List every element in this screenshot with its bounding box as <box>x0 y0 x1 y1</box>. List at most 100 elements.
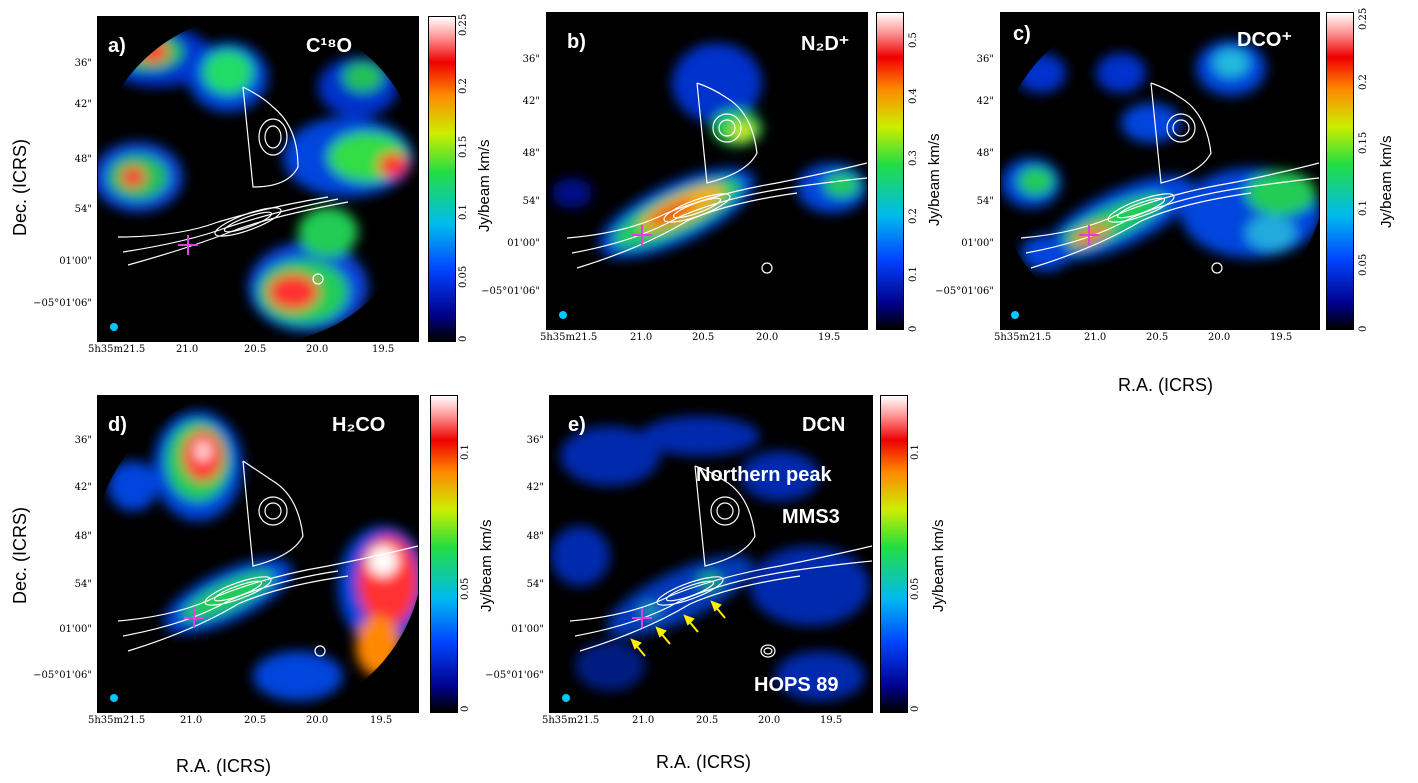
ra-tick: 21.0 <box>176 344 199 355</box>
colorbar-tick: 0.05 <box>910 577 921 600</box>
dec-tick: −05°01'06" <box>33 298 92 309</box>
dec-tick: 36" <box>522 54 540 65</box>
dec-tick: 42" <box>522 96 540 107</box>
dec-tick: 54" <box>522 196 540 207</box>
dec-tick: 54" <box>74 204 92 215</box>
panel-label-d: d) <box>108 414 127 436</box>
ra-tick: 20.5 <box>696 715 719 726</box>
dec-tick: −05°01'06" <box>481 286 540 297</box>
dec-tick: −05°01'06" <box>485 670 544 681</box>
colorbar-a <box>428 16 456 342</box>
ra-axis-title: R.A. (ICRS) <box>176 756 272 776</box>
molecule-label-a: C¹⁸O <box>306 35 353 57</box>
colorbar-tick: 0.25 <box>458 13 469 36</box>
colorbar-d <box>430 395 458 713</box>
colorbar-tick: 0.2 <box>458 78 469 94</box>
dec-tick: 36" <box>74 58 92 69</box>
emission-map-d <box>98 396 418 712</box>
colorbar-tick: 0 <box>908 325 919 332</box>
colorbar-tick: 0.1 <box>458 204 469 220</box>
dec-tick: 01'00" <box>511 624 544 635</box>
emission-map-e <box>550 396 872 712</box>
beam-icon-a <box>110 323 118 331</box>
protostar-marker-c <box>1079 225 1099 245</box>
molecule-label-e: DCN <box>802 414 846 436</box>
dec-tick: 48" <box>74 531 92 542</box>
dec-tick: 54" <box>976 196 994 207</box>
panel-label-a: a) <box>108 35 126 57</box>
beam-icon-c <box>1011 311 1019 319</box>
yellow-arrows <box>630 600 726 657</box>
ra-tick: 20.0 <box>756 332 779 343</box>
dec-tick: 42" <box>976 96 994 107</box>
colorbar-tick: 0 <box>460 705 471 712</box>
dec-tick: 48" <box>74 154 92 165</box>
map-panel-c: c) DCO⁺ <box>1000 12 1320 330</box>
dec-tick: 36" <box>74 435 92 446</box>
dec-tick: 01'00" <box>59 256 92 267</box>
dec-tick: 42" <box>526 482 544 493</box>
panel-label-e: e) <box>568 414 586 436</box>
dec-tick: 36" <box>976 54 994 65</box>
colorbar-tick: 0.4 <box>908 88 919 104</box>
map-panel-a: a) C¹⁸O <box>97 16 419 342</box>
molecule-label-c: DCO⁺ <box>1237 29 1292 51</box>
ra-tick: 5h35m21.5 <box>540 332 598 343</box>
dec-tick: 42" <box>74 482 92 493</box>
ra-tick: 19.5 <box>372 344 395 355</box>
ra-tick: 20.0 <box>758 715 781 726</box>
panel-label-b: b) <box>567 31 586 53</box>
colorbar-tick: 0.1 <box>1358 200 1369 216</box>
molecule-label-b: N₂D⁺ <box>801 33 850 55</box>
ra-tick: 5h35m21.5 <box>994 332 1052 343</box>
dec-tick: −05°01'06" <box>935 286 994 297</box>
ra-axis-title: R.A. (ICRS) <box>656 752 752 772</box>
ra-tick: 19.5 <box>820 715 843 726</box>
dec-tick: 01'00" <box>961 238 994 249</box>
colorbar-tick: 0 <box>1358 325 1369 332</box>
ra-tick: 21.0 <box>630 332 653 343</box>
dec-axis-title: Dec. (ICRS) <box>10 506 30 604</box>
panel-label-c: c) <box>1013 23 1031 45</box>
dec-tick: −05°01'06" <box>33 670 92 681</box>
ra-tick: 20.5 <box>244 344 267 355</box>
colorbar-tick: 0.15 <box>1358 131 1369 154</box>
colorbar-tick: 0.2 <box>1358 74 1369 90</box>
protostar-marker-e <box>632 608 652 628</box>
beam-icon-e <box>562 694 570 702</box>
colorbar-unit: Jy/beam km/s <box>1378 135 1395 228</box>
emission-map-b <box>547 13 867 329</box>
ra-tick: 5h35m21.5 <box>542 715 600 726</box>
annotation-northern-peak: Northern peak <box>696 464 832 486</box>
colorbar-tick: 0 <box>910 705 921 712</box>
dec-tick: 01'00" <box>59 624 92 635</box>
ra-tick: 19.5 <box>818 332 841 343</box>
dec-tick: 42" <box>74 99 92 110</box>
map-panel-b: b) N₂D⁺ <box>546 12 868 330</box>
colorbar-tick: 0.5 <box>908 32 919 48</box>
beam-icon-b <box>559 311 567 319</box>
dec-axis-title: Dec. (ICRS) <box>10 138 30 236</box>
dec-tick: 48" <box>522 148 540 159</box>
dec-tick: 54" <box>74 579 92 590</box>
ra-tick: 20.0 <box>306 715 329 726</box>
ra-tick: 21.0 <box>632 715 655 726</box>
ra-axis-title: R.A. (ICRS) <box>1118 375 1214 395</box>
dec-tick: 48" <box>526 531 544 542</box>
ra-tick: 20.0 <box>1208 332 1231 343</box>
colorbar-tick: 0.25 <box>1358 7 1369 30</box>
dec-tick: 54" <box>526 579 544 590</box>
colorbar-tick: 0.3 <box>908 150 919 166</box>
ra-tick: 20.5 <box>244 715 267 726</box>
colorbar-tick: 0.1 <box>460 444 471 460</box>
ra-tick: 20.0 <box>306 344 329 355</box>
ra-tick: 5h35m21.5 <box>88 715 146 726</box>
annotation-mms3: MMS3 <box>782 506 840 528</box>
colorbar-tick: 0.05 <box>458 265 469 288</box>
protostar-marker-a <box>178 235 198 255</box>
molecule-label-d: H₂CO <box>332 414 386 436</box>
colorbar-tick: 0.1 <box>910 444 921 460</box>
protostar-marker-b <box>632 225 652 245</box>
colorbar-tick: 0.05 <box>1358 253 1369 276</box>
ra-tick: 20.5 <box>1146 332 1169 343</box>
